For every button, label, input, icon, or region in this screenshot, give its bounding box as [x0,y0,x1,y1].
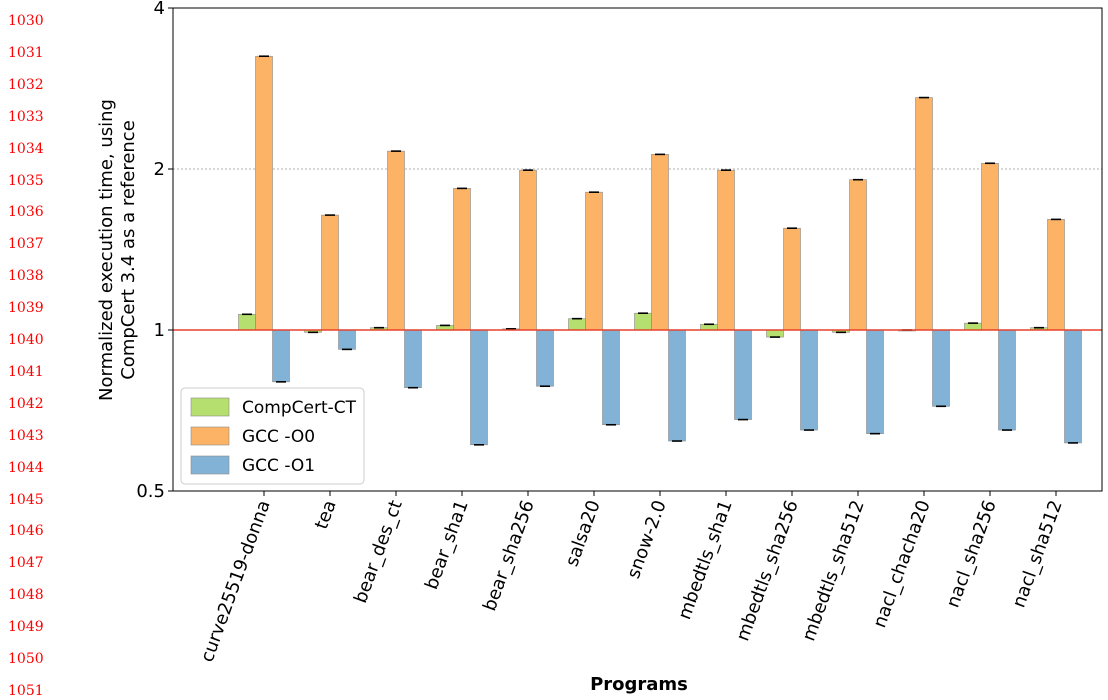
legend-label: CompCert-CT [242,398,357,418]
x-axis: curve25519-donna tea bear_des_ct bear_sha1 b… [197,491,1067,665]
bar-gcc-o1 [272,329,290,383]
y-axis-title-line-1: Normalized execution time, using [96,99,117,401]
line-number: 1037 [8,236,44,253]
y-tick-label: 0.5 [136,481,165,502]
bar-gcc-o0 [519,169,537,331]
bar-gcc-o1 [866,329,884,434]
legend-swatch [190,426,230,446]
bar-gcc-o0 [387,150,405,331]
bar-gcc-o0 [915,97,933,331]
line-number: 1035 [8,172,44,189]
bar-gcc-o0 [981,162,999,331]
legend-label: GCC -O1 [242,456,315,476]
bar-compcert-ct [634,312,652,331]
x-tick-label: mbedtls_sha256 [732,498,802,644]
line-number: 1039 [8,300,44,317]
bar-gcc-o1 [932,329,950,407]
line-number: 1049 [8,619,44,636]
line-number: 1045 [8,491,44,508]
line-number: 1031 [8,44,44,61]
line-number: 1047 [8,555,44,572]
bar-compcert-ct [568,318,586,331]
bar-gcc-o0 [585,191,603,331]
line-number: 1038 [8,268,44,285]
y-axis: 0.5 1 2 4 [136,0,173,502]
x-axis-title: Programs [590,674,688,695]
bar-gcc-o1 [338,329,356,350]
bar-compcert-ct [964,322,982,331]
bar-gcc-o0 [783,227,801,331]
y-axis-title-line-2: CompCert 3.4 as a reference [118,120,139,380]
bar-gcc-o1 [536,329,554,387]
legend: CompCert-CT GCC -O0 GCC -O1 [180,387,365,485]
x-tick-label: bear_sha1 [421,498,473,593]
x-tick-label: nacl_sha512 [1008,498,1066,611]
bars-layer [238,55,1082,446]
line-number: 1032 [8,76,44,93]
line-number: 1048 [8,587,44,604]
bar-gcc-o1 [668,329,686,442]
x-tick-label: nacl_chacha20 [869,498,935,631]
line-number: 1041 [8,363,44,380]
line-number: 1042 [8,395,44,412]
x-tick-label: snow-2.0 [623,498,671,582]
bar-gcc-o0 [321,214,339,331]
bar-gcc-o0 [255,55,273,331]
x-tick-label: bear_sha256 [479,498,538,614]
bar-gcc-o1 [602,329,620,426]
x-tick-label: tea [311,498,341,533]
line-number: 1030 [8,13,44,29]
x-tick-label: mbedtls_sha512 [798,498,868,644]
bar-gcc-o0 [717,169,735,331]
bar-compcert-ct [700,323,718,331]
x-tick-label: bear_des_ct [350,498,407,606]
bar-compcert-ct [238,313,256,331]
bar-gcc-o1 [998,329,1016,431]
line-number: 1040 [8,332,44,348]
y-tick-label: 4 [154,0,165,19]
bar-gcc-o1 [800,329,818,431]
bar-gcc-o0 [1047,219,1065,331]
bar-gcc-o1 [734,329,752,420]
bar-compcert-ct [766,329,784,338]
legend-label: GCC -O0 [242,427,315,447]
y-tick-label: 1 [154,320,165,341]
line-number: 1044 [8,459,44,476]
bar-gcc-o0 [651,154,669,331]
bar-gcc-o1 [1064,329,1082,444]
legend-swatch [190,455,230,475]
x-tick-label: nacl_sha256 [942,498,1000,611]
legend-swatch [190,397,230,417]
bar-gcc-o0 [849,179,867,331]
line-number: 1043 [8,427,44,444]
bar-gcc-o1 [470,329,488,446]
line-number: 1036 [8,204,44,221]
x-tick-label: salsa20 [561,498,604,570]
bar-gcc-o1 [404,329,422,389]
line-numbers: 1030 1031 1032 1033 1034 1035 1036 1037 1038 1039… [0,0,50,700]
line-number: 1033 [8,108,44,125]
line-number: 1051 [8,682,44,699]
x-tick-label: curve25519-donna [197,498,275,665]
line-number: 1050 [8,651,44,667]
plot-frame [172,7,1103,492]
y-axis-title: Normalized execution time, using CompCer… [96,99,139,401]
line-number: 1046 [8,523,44,540]
line-number: 1034 [8,140,44,157]
y-tick-label: 2 [154,159,165,180]
x-tick-label: mbedtls_sha1 [674,498,737,623]
bar-gcc-o0 [453,188,471,331]
